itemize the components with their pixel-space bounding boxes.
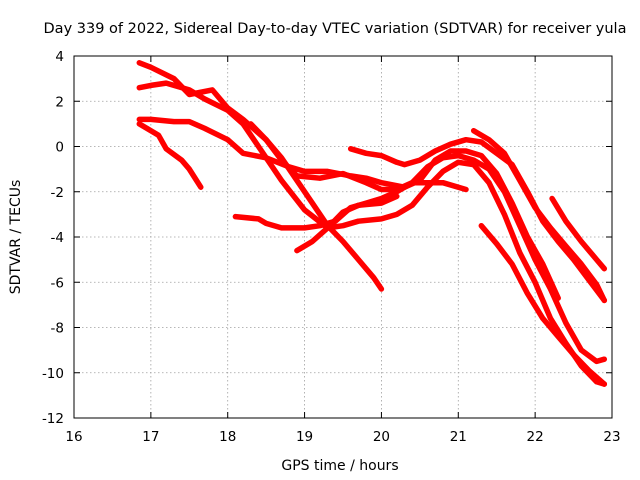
series-track-10: [478, 222, 608, 387]
y-tick-label: -8: [51, 321, 64, 337]
x-tick-label: 20: [373, 429, 390, 445]
x-tick-label: 16: [65, 429, 82, 445]
y-tick-label: -6: [51, 275, 64, 291]
x-tick-label: 17: [142, 429, 159, 445]
x-tick-label: 21: [450, 429, 467, 445]
series-track-3: [136, 116, 561, 301]
y-tick-label: -4: [51, 230, 64, 246]
y-tick-label: -12: [42, 411, 64, 427]
series-track-2: [136, 80, 608, 387]
y-tick-label: 0: [55, 140, 64, 156]
x-tick-label: 18: [219, 429, 236, 445]
series-track-8: [470, 127, 608, 304]
series-track-4: [136, 121, 204, 190]
x-axis-label: GPS time / hours: [281, 458, 398, 474]
y-tick-label: 2: [55, 94, 64, 110]
y-tick-label: -10: [42, 366, 64, 382]
y-tick-label: -2: [51, 185, 64, 201]
x-tick-label: 22: [527, 429, 544, 445]
y-tick-label: 4: [55, 49, 64, 65]
series-layer: [136, 60, 608, 387]
x-tick-label: 23: [603, 429, 620, 445]
grid-layer: [74, 56, 612, 418]
series-track-11: [294, 193, 400, 254]
series-track-7: [347, 136, 608, 304]
chart-title: Day 339 of 2022, Sidereal Day-to-day VTE…: [44, 21, 627, 37]
series-track-9: [549, 195, 608, 272]
x-tick-label: 19: [296, 429, 313, 445]
series-track-6: [248, 121, 608, 365]
y-axis-label: SDTVAR / TECUs: [8, 180, 24, 295]
